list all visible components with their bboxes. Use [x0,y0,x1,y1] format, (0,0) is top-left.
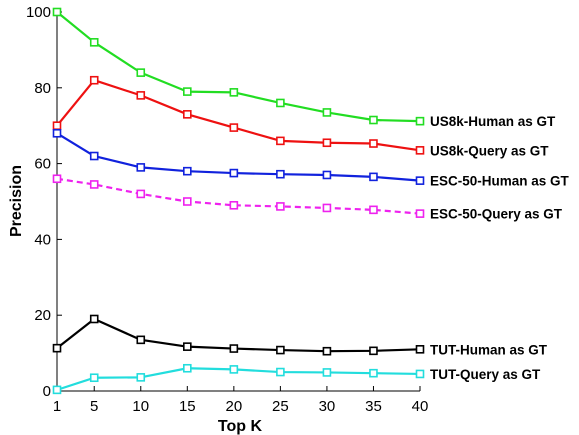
data-point-marker [322,203,332,213]
data-point-marker [322,368,332,377]
data-point-marker [52,128,62,138]
data-point-marker [183,197,192,206]
x-tick-label: 40 [412,398,429,415]
data-point-marker [136,373,146,382]
x-tick-label: 10 [132,398,149,415]
data-point-marker [276,98,285,108]
data-point-marker [89,38,99,47]
series-line-1 [56,79,421,152]
series-label-2: ESC-50-Human as GT [430,174,570,189]
data-point-marker [415,209,425,218]
data-point-marker [136,91,146,100]
x-axis-title: Top K [218,418,263,435]
series-line-2 [56,132,421,182]
y-tick-label: 20 [34,307,51,324]
data-point-marker [415,345,425,354]
y-tick-label: 0 [43,383,51,400]
data-point-marker [276,367,285,377]
data-point-marker [369,346,378,356]
series-label-4: TUT-Human as GT [430,342,548,357]
data-point-marker [229,200,239,210]
data-point-marker [276,136,285,146]
data-point-marker [276,345,285,355]
series-label-0: US8k-Human as GT [430,114,556,129]
y-tick-label: 60 [34,156,51,173]
data-point-marker [136,189,146,199]
data-point-marker [229,168,239,178]
data-point-marker [89,180,99,189]
y-tick-label: 40 [34,231,51,248]
data-point-marker [52,121,62,130]
data-point-marker [52,343,62,353]
data-point-marker [322,170,332,180]
series-label-3: ESC-50-Query as GT [430,207,563,222]
x-tick-label: 15 [179,398,196,415]
data-point-marker [52,174,62,184]
y-tick-label: 100 [26,4,51,21]
y-axis-title: Precision [8,165,25,237]
data-point-marker [369,205,378,215]
data-point-marker [89,75,99,85]
data-point-marker [183,87,192,96]
data-point-marker [136,335,146,345]
data-point-marker [415,146,425,155]
x-tick-label: 30 [319,398,336,415]
x-tick-label: 35 [365,398,382,415]
data-point-marker [229,365,239,374]
data-point-marker [183,166,192,176]
data-point-marker [415,116,425,126]
data-point-marker [89,373,99,383]
data-point-marker [322,138,332,148]
data-point-marker [415,176,425,185]
data-point-marker [322,108,332,117]
data-point-marker [136,163,146,172]
series-line-3 [56,177,421,215]
data-point-marker [183,363,192,373]
x-tick-label: 25 [272,398,289,415]
data-point-marker [229,123,239,132]
data-point-marker [369,139,378,148]
series-line-4 [56,317,421,353]
data-point-marker [89,151,99,161]
data-point-marker [183,110,192,119]
data-point-marker [136,68,146,77]
data-point-marker [369,172,378,182]
data-point-marker [183,342,192,351]
data-point-marker [52,385,62,395]
x-tick-label: 1 [53,398,61,415]
data-point-marker [322,346,332,356]
data-point-marker [276,169,285,179]
series-label-5: TUT-Query as GT [430,367,541,382]
series-line-0 [56,11,421,123]
x-tick-label: 20 [226,398,243,415]
data-point-marker [415,369,425,379]
series-label-1: US8k-Query as GT [430,143,549,158]
data-point-marker [229,88,239,97]
data-point-marker [276,202,285,211]
y-tick-label: 80 [34,80,51,97]
data-point-marker [89,314,99,324]
data-point-marker [52,7,62,17]
data-point-marker [369,115,378,125]
x-tick-label: 5 [90,398,98,415]
data-point-marker [229,344,239,353]
data-point-marker [369,368,378,378]
series-line-5 [56,367,421,391]
